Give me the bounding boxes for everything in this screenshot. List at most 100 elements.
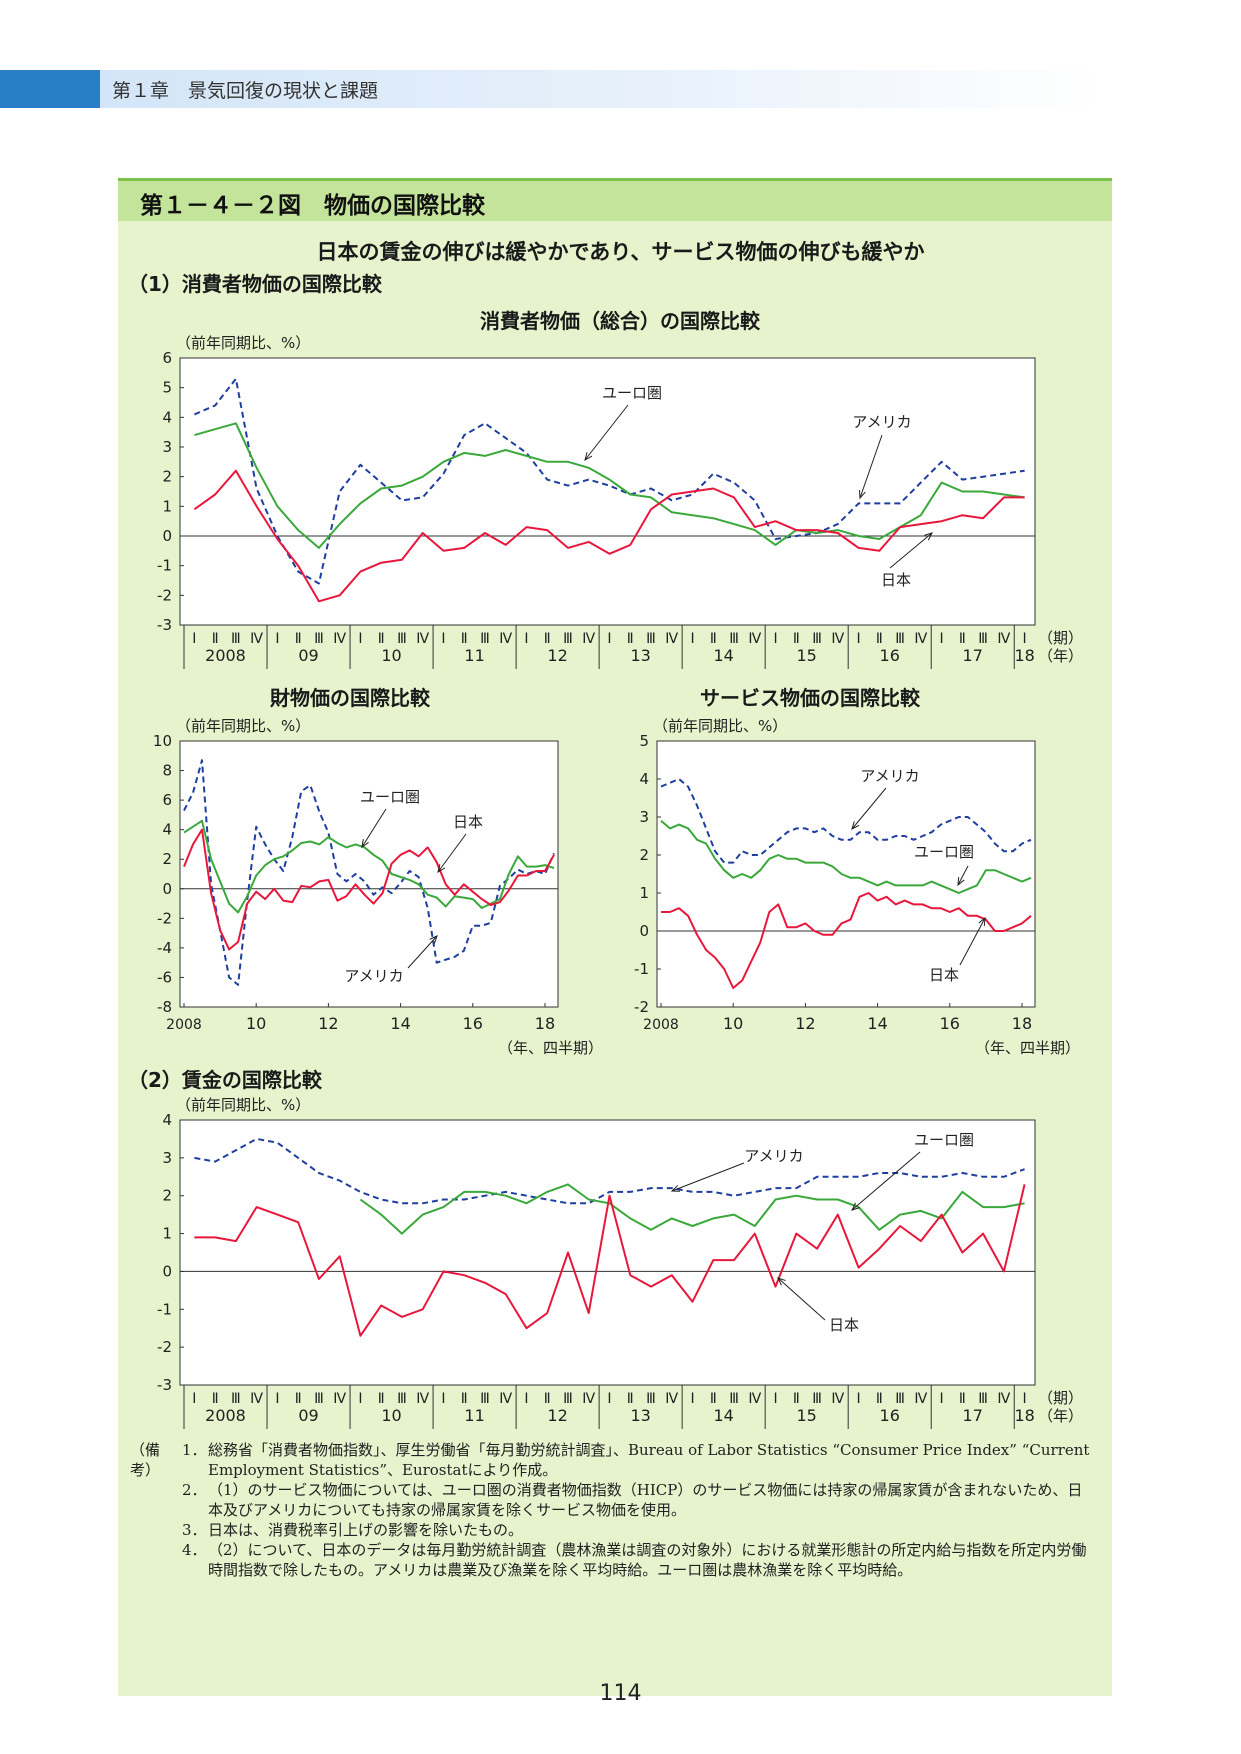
wages-annotation-leader xyxy=(777,1277,826,1321)
notes: （備考） 1． 総務省「消費者物価指数」、厚生労働省「毎月勤労統計調査」、Bur… xyxy=(130,1440,1090,1580)
wages-quarter-label: Ⅰ xyxy=(940,1391,944,1407)
cpi_total-year-label: 12 xyxy=(547,646,567,665)
wages-year-label: 2008 xyxy=(205,1406,246,1425)
cpi_services-ytick-label: -1 xyxy=(634,960,649,978)
cpi_total-annotation-arrowhead xyxy=(924,532,933,541)
cpi_total-year-label: 15 xyxy=(797,646,817,665)
cpi_services-annotation-arrowhead xyxy=(978,916,986,927)
wages-quarter-label: Ⅳ xyxy=(997,1391,1010,1407)
wages-quarter-label: Ⅱ xyxy=(959,1391,966,1407)
wages-plot-frame xyxy=(179,1119,1036,1386)
wages-ytick-label: 2 xyxy=(162,1187,172,1205)
wages-annotation-leader xyxy=(851,1151,921,1211)
wages-quarter-label: Ⅲ xyxy=(978,1391,988,1407)
wages-quarter-label: Ⅳ xyxy=(416,1391,429,1407)
cpi_total-quarter-label: Ⅲ xyxy=(480,631,490,647)
cpi_goods-xtick-label: 2008 xyxy=(166,1017,202,1033)
wages-quarter-label: Ⅳ xyxy=(250,1391,263,1407)
note-text-2: （1）のサービス物価については、ユーロ圏の消費者物価指数（HICP）のサービス物… xyxy=(208,1481,1083,1519)
cpi_total-ytick-label: -3 xyxy=(157,616,172,634)
cpi_total-quarter-label: Ⅰ xyxy=(607,631,611,647)
wages-year-label: 15 xyxy=(797,1406,817,1425)
chapter-header: 第１章 景気回復の現状と課題 xyxy=(112,80,379,102)
cpi_total-quarter-label: Ⅰ xyxy=(524,631,528,647)
cpi_services-ytick-label: 4 xyxy=(639,770,649,788)
cpi_services-annotation-label: 日本 xyxy=(929,966,959,984)
cpi_goods-annotation-label: アメリカ xyxy=(344,967,403,985)
cpi_total-quarter-label: Ⅰ xyxy=(857,631,861,647)
cpi_total-quarter-label: Ⅲ xyxy=(646,631,656,647)
wages-quarter-label: Ⅲ xyxy=(397,1391,407,1407)
cpi_total-series-euro xyxy=(194,422,1025,549)
wages-quarter-label: Ⅰ xyxy=(275,1391,279,1407)
cpi_total-ylabel: （前年同期比、%） xyxy=(176,334,310,352)
cpi_total-quarter-label: Ⅰ xyxy=(1023,631,1027,647)
cpi_total-quarter-label: Ⅳ xyxy=(250,631,263,647)
wages-ytick-label: -2 xyxy=(157,1338,172,1356)
cpi_total-quarter-label: Ⅳ xyxy=(416,631,429,647)
wages-annotation-label: 日本 xyxy=(829,1316,859,1334)
cpi_total-year-label: 2008 xyxy=(205,646,246,665)
wages-annotation-label: ユーロ圏 xyxy=(914,1131,974,1149)
cpi_total-annotation-leader xyxy=(889,532,933,569)
cpi_goods-annotation-arrowhead xyxy=(437,864,446,874)
note-text-3: 日本は、消費税率引上げの影響を除いたもの。 xyxy=(208,1521,524,1539)
cpi_goods-ytick-label: 8 xyxy=(162,762,172,780)
wages-year-label: 13 xyxy=(630,1406,650,1425)
wages-quarter-label: Ⅲ xyxy=(729,1391,739,1407)
page-number: 114 xyxy=(599,1681,642,1706)
wages-annotation-arrowhead xyxy=(670,1185,681,1192)
cpi_total-quarter-label: Ⅳ xyxy=(665,631,678,647)
note-text-1: 総務省「消費者物価指数」、厚生労働省「毎月勤労統計調査」、Bureau of L… xyxy=(208,1441,1090,1479)
cpi_total-quarter-label: Ⅱ xyxy=(295,631,302,647)
wages-quarter-label: Ⅲ xyxy=(895,1391,905,1407)
cpi_goods-ytick-label: 2 xyxy=(162,850,172,868)
cpi_services-xtick-label: 18 xyxy=(1012,1014,1032,1033)
wages-ytick-label: 4 xyxy=(162,1111,172,1129)
wages-quarter-label: Ⅲ xyxy=(646,1391,656,1407)
cpi_total-quarter-label: Ⅱ xyxy=(544,631,551,647)
cpi_total-annotation-label: 日本 xyxy=(881,571,911,589)
note-num-1: 1． xyxy=(182,1441,207,1459)
wages-quarter-label: Ⅱ xyxy=(295,1391,302,1407)
chart-title-cpi-total: 消費者物価（総合）の国際比較 xyxy=(480,309,760,333)
wages-quarter-label: Ⅰ xyxy=(192,1391,196,1407)
cpi_goods-xtick-label: 18 xyxy=(535,1014,555,1033)
cpi_goods-annotation-leader xyxy=(437,833,467,873)
cpi_total-year-label: 18 xyxy=(1014,646,1034,665)
wages-ytick-label: 0 xyxy=(162,1262,172,1280)
cpi_total-series-usa xyxy=(194,377,1025,585)
cpi_total-quarter-label: Ⅰ xyxy=(441,631,445,647)
wages-quarter-label: Ⅲ xyxy=(480,1391,490,1407)
cpi_goods-annotation-leader xyxy=(361,808,387,848)
wages-quarter-label: Ⅰ xyxy=(773,1391,777,1407)
wages-year-label: 18 xyxy=(1014,1406,1034,1425)
cpi_services-xtick-label: 10 xyxy=(723,1014,743,1033)
cpi_services-ytick-label: 5 xyxy=(639,732,649,750)
wages-ytick-label: -1 xyxy=(157,1300,172,1318)
cpi_goods-ytick-label: -4 xyxy=(157,939,172,957)
wages-quarter-label: Ⅳ xyxy=(333,1391,346,1407)
cpi_services-xtick-label: 16 xyxy=(940,1014,960,1033)
cpi_total-quarter-label: Ⅰ xyxy=(690,631,694,647)
cpi_goods-annotation-label: 日本 xyxy=(453,813,483,831)
cpi_total-quarter-label: Ⅳ xyxy=(914,631,927,647)
cpi_services-xtick-label: 14 xyxy=(867,1014,887,1033)
wages-year-label: 12 xyxy=(547,1406,567,1425)
wages-quarter-label: Ⅰ xyxy=(690,1391,694,1407)
cpi_goods-ytick-label: 6 xyxy=(162,791,172,809)
cpi_total-quarter-label: Ⅰ xyxy=(773,631,777,647)
cpi_total-quarter-label: Ⅱ xyxy=(793,631,800,647)
wages-quarter-label: Ⅰ xyxy=(1023,1391,1027,1407)
cpi_total-quarter-label: Ⅳ xyxy=(997,631,1010,647)
cpi_goods-xtick-label: 14 xyxy=(390,1014,410,1033)
wages-annotation-leader xyxy=(671,1162,745,1192)
chart-title-services: サービス物価の国際比較 xyxy=(700,686,920,710)
wages-quarter-label: Ⅰ xyxy=(607,1391,611,1407)
wages-period-unit: （期） xyxy=(1038,1389,1083,1407)
cpi_total-annotation-leader xyxy=(859,434,883,499)
wages-quarter-label: Ⅱ xyxy=(212,1391,219,1407)
cpi_total-year-label: 09 xyxy=(298,646,318,665)
cpi_services-series-euro xyxy=(660,820,1032,894)
cpi_total-year-label: 11 xyxy=(464,646,484,665)
